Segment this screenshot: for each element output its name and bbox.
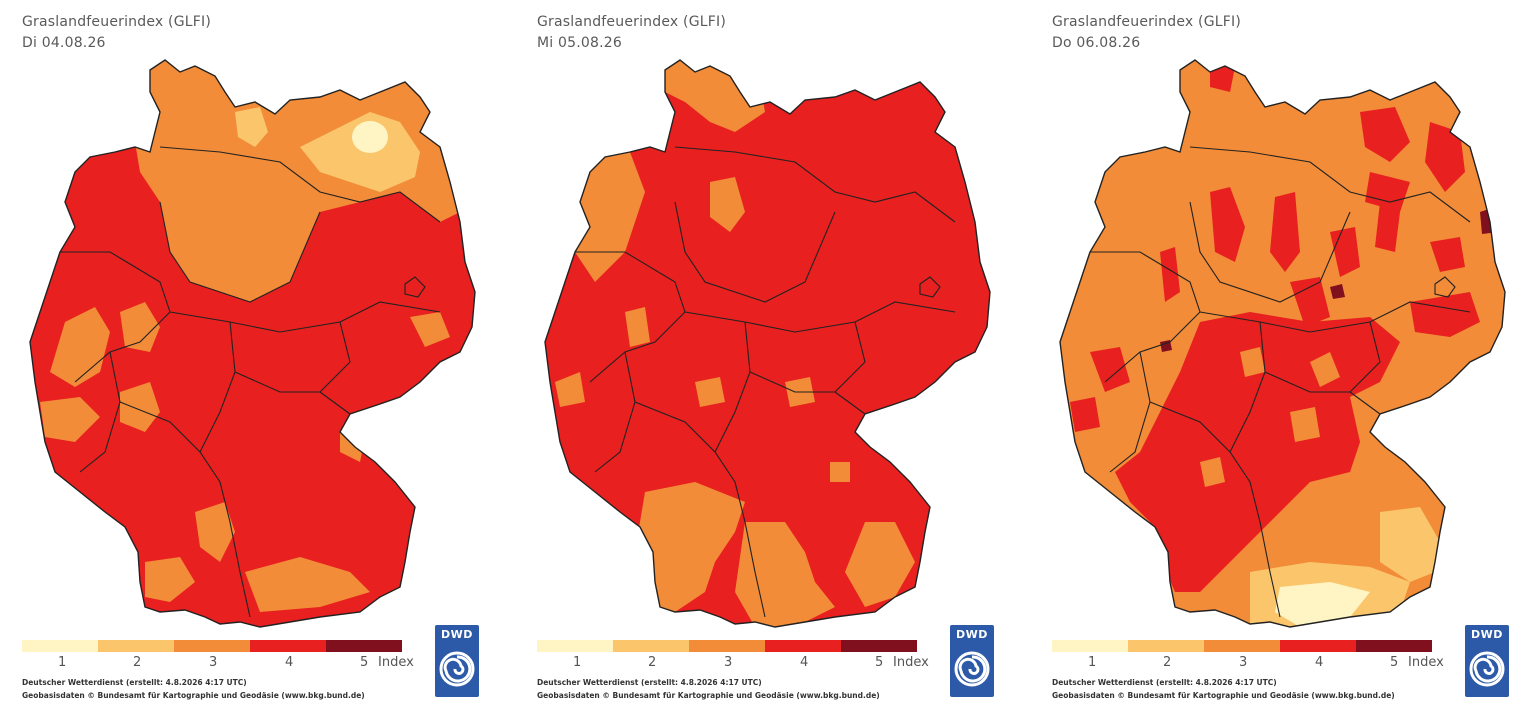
map-date: Di 04.08.26: [22, 35, 106, 51]
legend-swatch-1: [1052, 640, 1128, 652]
germany-map: [1059, 59, 1506, 628]
legend-swatch-4: [250, 640, 326, 652]
map-title: Graslandfeuerindex (GLFI): [1052, 14, 1241, 30]
legend-swatch-3: [174, 640, 250, 652]
dwd-swirl-icon: [439, 651, 475, 687]
legend-ticks: 1 2 3 4 5 Index: [1052, 655, 1472, 671]
legend-swatch-3: [1204, 640, 1280, 652]
legend-tick: 3: [1239, 655, 1248, 670]
legend-swatch-4: [1280, 640, 1356, 652]
legend-tick: 1: [58, 655, 67, 670]
legend-swatch-5: [326, 640, 402, 652]
legend-tick: 4: [285, 655, 294, 670]
legend-swatch-2: [98, 640, 174, 652]
legend-swatch-2: [1128, 640, 1204, 652]
legend-swatch-5: [1356, 640, 1432, 652]
legend-swatch-1: [537, 640, 613, 652]
map-title: Graslandfeuerindex (GLFI): [22, 14, 211, 30]
footer-line1: Deutscher Wetterdienst (erstellt: 4.8.20…: [1052, 678, 1277, 687]
map-date: Do 06.08.26: [1052, 35, 1141, 51]
legend-tick: 2: [648, 655, 657, 670]
map-title: Graslandfeuerindex (GLFI): [537, 14, 726, 30]
color-legend: [537, 640, 917, 652]
legend-tick: 5: [875, 655, 884, 670]
legend-swatch-4: [765, 640, 841, 652]
map-date: Mi 05.08.26: [537, 35, 622, 51]
legend-ticks: 1 2 3 4 5 Index: [22, 655, 442, 671]
footer-line1: Deutscher Wetterdienst (erstellt: 4.8.20…: [537, 678, 762, 687]
legend-swatch-2: [613, 640, 689, 652]
dwd-logo-text: DWD: [956, 628, 988, 641]
legend-tick: 4: [800, 655, 809, 670]
legend-tick: 2: [1163, 655, 1172, 670]
dwd-logo: DWD: [950, 625, 994, 697]
legend-unit: Index: [1408, 655, 1444, 670]
footer-line2: Geobasisdaten © Bundesamt für Kartograph…: [537, 691, 880, 700]
germany-map: [29, 59, 476, 628]
color-legend: [1052, 640, 1432, 652]
footer-line1: Deutscher Wetterdienst (erstellt: 4.8.20…: [22, 678, 247, 687]
dwd-logo-text: DWD: [1471, 628, 1503, 641]
legend-swatch-3: [689, 640, 765, 652]
dwd-swirl-icon: [954, 651, 990, 687]
legend-tick: 4: [1315, 655, 1324, 670]
dwd-logo-text: DWD: [441, 628, 473, 641]
legend-tick: 5: [360, 655, 369, 670]
map-panel-day1: Graslandfeuerindex (GLFI) Di 04.08.26: [0, 0, 513, 722]
legend-swatch-5: [841, 640, 917, 652]
legend-ticks: 1 2 3 4 5 Index: [537, 655, 957, 671]
legend-tick: 3: [209, 655, 218, 670]
legend-tick: 5: [1390, 655, 1399, 670]
legend-unit: Index: [378, 655, 414, 670]
legend-tick: 1: [573, 655, 582, 670]
dwd-logo: DWD: [1465, 625, 1509, 697]
germany-map: [544, 59, 991, 628]
legend-swatch-1: [22, 640, 98, 652]
dwd-logo: DWD: [435, 625, 479, 697]
legend-unit: Index: [893, 655, 929, 670]
legend-tick: 3: [724, 655, 733, 670]
legend-tick: 2: [133, 655, 142, 670]
map-panel-day2: Graslandfeuerindex (GLFI) Mi 05.08.26: [515, 0, 1028, 722]
map-panel-day3: Graslandfeuerindex (GLFI) Do 06.08.26: [1030, 0, 1540, 722]
footer-line2: Geobasisdaten © Bundesamt für Kartograph…: [1052, 691, 1395, 700]
footer-line2: Geobasisdaten © Bundesamt für Kartograph…: [22, 691, 365, 700]
legend-tick: 1: [1088, 655, 1097, 670]
dwd-swirl-icon: [1469, 651, 1505, 687]
color-legend: [22, 640, 402, 652]
